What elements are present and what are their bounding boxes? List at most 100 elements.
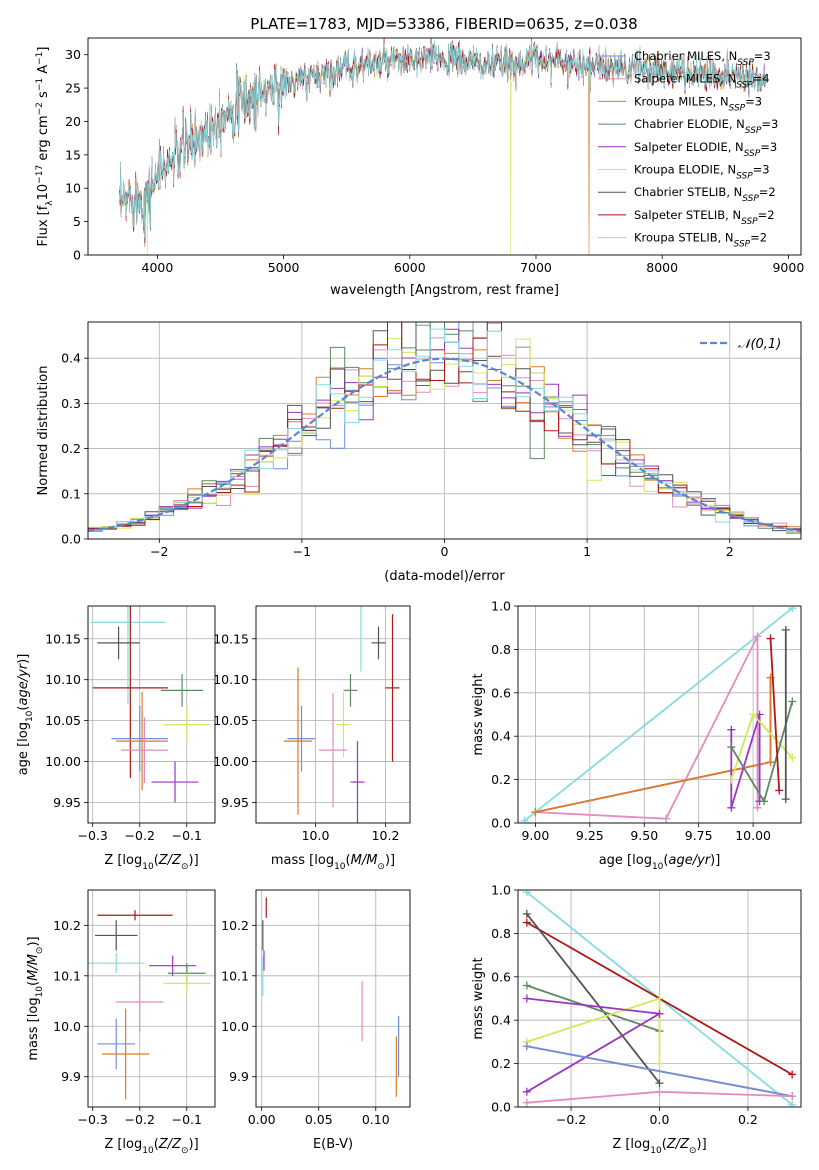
axes: −0.3 −0.2 −0.1 9.95 10.00 10.05 10.10 10.15 Z [l… [16,605,216,872]
label-fragment: age/yr [16,662,31,705]
weight-line-salpeter-elodie [526,997,663,1093]
x-tick-label: −0.1 [172,828,202,843]
residual-histogram-panel: −2 −1 0 1 2 0.0 0.1 0.2 0.3 0.4 𝒩(0,1) (data-model)… [36,321,802,584]
label-fragment: =3 [745,94,762,108]
y-tick-label: 9.9 [229,1069,249,1084]
plot-area [88,322,801,534]
x-tick-label: −2 [150,544,168,559]
weight-marker-salpeter-stelib [766,634,775,643]
y-tick-label: 15 [65,147,81,162]
label-fragment: Chabrier STELIB, N [634,185,742,199]
x-axis-label: Z [log10(Z/Z⊙)] [612,1137,706,1156]
label-fragment: Flux [f [36,205,51,246]
weight-marker-kroupa-stelib [788,606,797,613]
y-tick-label: 0.6 [491,685,511,700]
x-tick-label: −0.2 [125,828,155,843]
y-tick-label: 25 [65,81,81,96]
weight-marker-kroupa-elodie [655,1059,664,1068]
x-tick-label: −0.3 [78,828,108,843]
spectrum-line-kroupa-stelib [119,39,766,239]
y-tick-label: 10.05 [213,713,249,728]
weight-marker-salpeter-miles [788,1092,797,1101]
label-fragment: wavelength [Angstrom, rest frame] [330,283,559,298]
y-tick-label: 10.05 [45,713,81,728]
y-tick-label: 10.1 [53,968,81,983]
x-axis-label: mass [log10(M/M⊙)] [271,853,395,872]
y-axis-label: mass [log10(M/M⊙)] [26,936,45,1060]
y-tick-label: 10.0 [221,1019,249,1034]
legend-label-kroupa-stelib: Kroupa STELIB, NSSP=2 [634,231,767,250]
plot-area [88,910,211,1100]
label-fragment: ( [662,1137,667,1152]
weight-marker-kroupa-miles [766,758,775,767]
y-tick-label: 10.1 [221,968,249,983]
legend-label-chabrier-stelib: Chabrier STELIB, NSSP=2 [634,185,776,204]
label-fragment: Z/Z [158,1137,182,1152]
label-fragment: Kroupa STELIB, N [634,231,734,245]
plot-area [520,606,797,823]
x-tick-label: 9.50 [630,828,658,843]
y-tick-label: 9.95 [53,795,81,810]
weight-marker-chabrier-elodie [788,697,797,706]
axes: −0.3 −0.2 −0.19.910.010.110.2Z [log10(Z/Z⊙… [26,889,216,1156]
weight-line-chabrier-elodie [526,984,660,1032]
weight-marker-chabrier-miles [522,1042,531,1051]
label-fragment: =3 [760,140,777,154]
label-fragment: SSP [741,217,758,227]
label-fragment: Chabrier ELODIE, N [634,117,745,131]
weight-marker-chabrier-elodie [727,743,736,752]
label-fragment: =2 [759,185,776,199]
y-axis-label: mass weight [471,673,486,755]
label-fragment: )] [385,853,395,868]
plot-area [262,897,400,1097]
axes-frame [255,605,411,824]
grid [256,606,410,823]
label-fragment: Z/Z [158,853,182,868]
label-fragment: M/M [351,853,378,868]
label-fragment: ( [16,706,31,711]
x-tick-label: 0.05 [305,1112,333,1127]
label-fragment: ( [663,853,668,868]
legend-label-chabrier-elodie: Chabrier ELODIE, NSSP=3 [634,117,778,136]
label-fragment: Salpeter ELODIE, N [634,140,744,154]
weight-marker-salpeter-miles [662,814,671,823]
grid [88,606,215,823]
weight-marker-salpeter-miles [753,803,762,812]
label-fragment: 10 [35,986,45,998]
legend-label-kroupa-miles: Kroupa MILES, NSSP=3 [634,94,762,113]
x-tick-label: −0.1 [172,1112,202,1127]
weight-marker-kroupa-stelib [522,890,531,897]
x-tick-label: 4000 [142,260,174,275]
y-tick-label: 10.2 [53,918,81,933]
label-fragment: 10 [142,1146,154,1156]
weight-marker-kroupa-elodie [727,775,736,784]
label-fragment: age [log [16,722,31,775]
weight-marker-chabrier-elodie [522,981,531,990]
weight-marker-kroupa-elodie [749,710,758,719]
label-fragment: s [36,91,51,102]
x-tick-label: 0.2 [738,1112,758,1127]
axes: 4000 5000 6000 7000 8000 9000 0 5 10 15 20 25 30 Chab… [35,37,804,298]
x-tick-label: −0.2 [125,1112,155,1127]
y-tick-label: 10.15 [45,631,81,646]
x-tick-label: 1 [583,544,591,559]
label-fragment: =2 [758,208,775,222]
x-tick-label: 0.00 [248,1112,276,1127]
weight-marker-chabrier-stelib [522,909,531,918]
legend-label-salpeter-elodie: Salpeter ELODIE, NSSP=3 [634,140,777,159]
y-tick-label: 0.0 [61,532,81,547]
label-fragment: Z [log [104,853,142,868]
spectrum-panel: 4000 5000 6000 7000 8000 9000 0 5 10 15 20 25 30 Chab… [35,37,804,298]
y-axis-label: mass weight [471,957,486,1039]
weight-line-salpeter-miles [535,635,759,820]
y-tick-label: 10.0 [53,1019,81,1034]
x-tick-label: 9.25 [576,828,604,843]
label-fragment: SSP [734,240,751,250]
x-tick-label: −0.3 [78,1112,108,1127]
y-tick-label: 9.95 [221,795,249,810]
axes: −0.2 0.0 0.2 0.0 0.2 0.4 0.6 0.8 1.0 Z [log10(Z/Z… [471,883,802,1156]
weight-marker-chabrier-elodie [759,797,768,806]
y-tick-label: 0.4 [491,729,511,744]
x-tick-label: 10.0 [302,828,330,843]
y-tick-label: 0.2 [61,441,81,456]
